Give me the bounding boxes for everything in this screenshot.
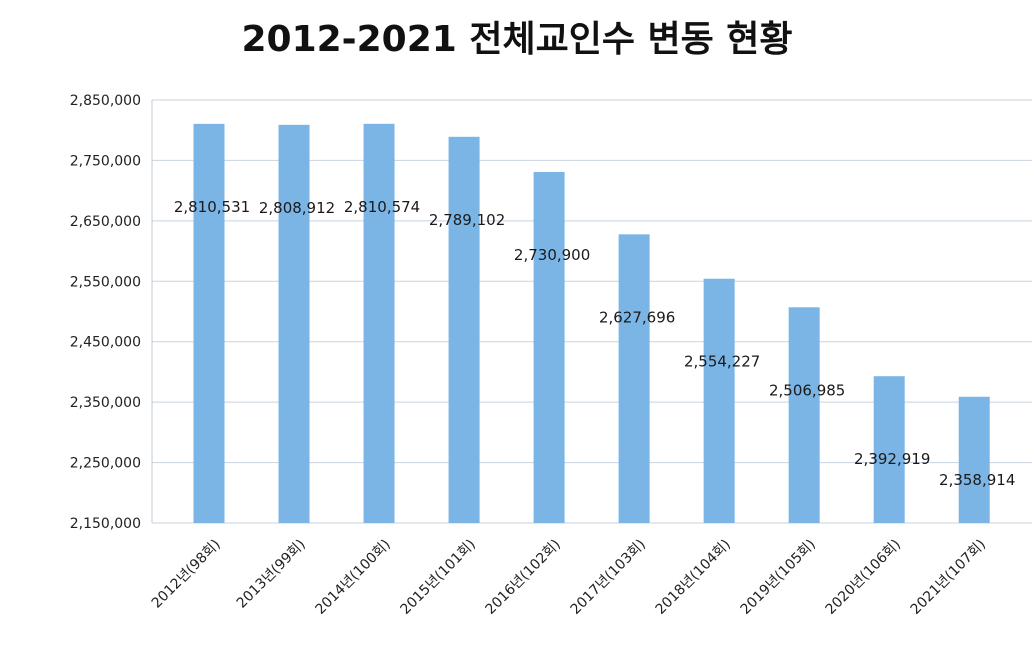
x-tick-label: 2016년(102회) (483, 537, 564, 618)
data-labels: 2,810,531 2,808,912 2,810,574 2,789,102 2,73… (174, 198, 1016, 489)
bar (618, 234, 650, 523)
y-tick-label: 2,250,000 (70, 456, 141, 472)
data-label: 2,808,912 (259, 199, 335, 217)
x-tick-label: 2012년(98회) (149, 537, 224, 612)
data-label: 2,627,696 (599, 308, 675, 326)
data-label: 2,358,914 (939, 471, 1015, 489)
x-tick-label: 2018년(104회) (653, 537, 734, 618)
data-label: 2,789,102 (429, 211, 505, 229)
data-label: 2,392,919 (854, 450, 930, 468)
data-label: 2,554,227 (684, 353, 760, 371)
bar (533, 171, 565, 523)
x-tick-label: 2019년(105회) (738, 537, 819, 618)
x-tick-label: 2014년(100회) (313, 537, 394, 618)
bar (873, 376, 905, 523)
x-tick-label: 2013년(99회) (234, 537, 309, 612)
x-tick-label: 2017년(103회) (568, 537, 649, 618)
bar (958, 396, 990, 523)
x-axis: 2012년(98회) 2013년(99회) 2014년(100회) 2015년(101… (149, 537, 989, 618)
chart-title: 2012-2021 전체교인수 변동 현황 (241, 19, 793, 60)
data-label: 2,506,985 (769, 381, 845, 399)
data-label: 2,730,900 (514, 246, 590, 264)
bar (703, 278, 735, 523)
y-tick-label: 2,550,000 (70, 274, 141, 290)
data-label: 2,810,574 (344, 198, 420, 216)
y-tick-label: 2,850,000 (70, 93, 141, 109)
y-axis: 2,150,000 2,250,000 2,350,000 2,450,000 2,55… (70, 93, 153, 532)
y-tick-label: 2,750,000 (70, 153, 141, 169)
y-tick-label: 2,650,000 (70, 214, 141, 230)
bar (193, 123, 225, 523)
y-tick-label: 2,150,000 (70, 516, 141, 532)
bars (193, 123, 990, 523)
x-tick-label: 2015년(101회) (398, 537, 479, 618)
y-tick-label: 2,350,000 (70, 395, 141, 411)
x-tick-label: 2021년(107회) (908, 537, 989, 618)
data-label: 2,810,531 (174, 198, 250, 216)
bar (363, 123, 395, 523)
bar (788, 307, 820, 523)
y-tick-label: 2,450,000 (70, 335, 141, 351)
x-tick-label: 2020년(106회) (823, 537, 904, 618)
bar (278, 124, 310, 523)
bar (448, 136, 480, 523)
